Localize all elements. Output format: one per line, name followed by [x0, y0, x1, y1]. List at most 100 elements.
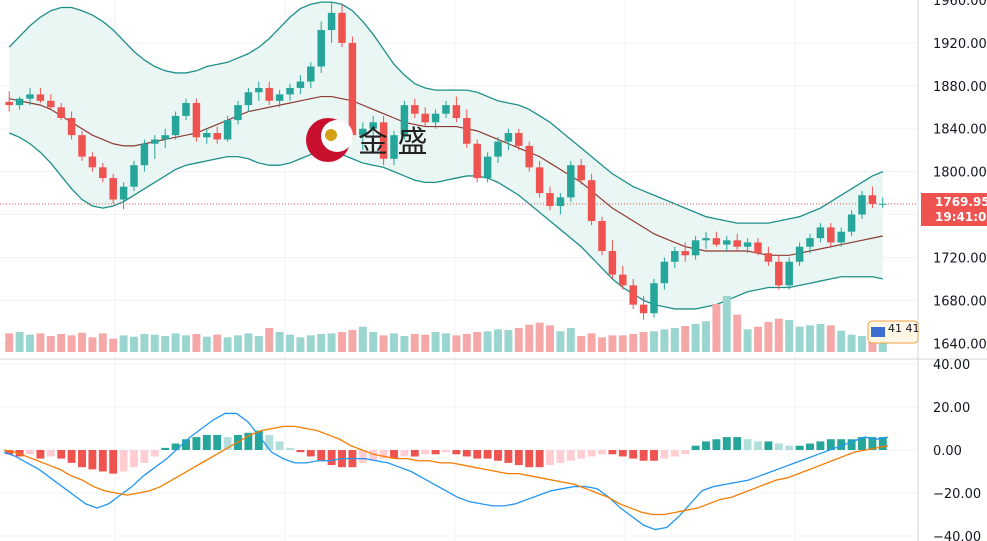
volume-bar: [36, 333, 45, 352]
macd-hist-bar: [774, 443, 783, 450]
candle-body: [47, 100, 55, 108]
volume-bar: [837, 330, 846, 352]
macd-hist-bar: [140, 450, 149, 463]
candle-body: [733, 240, 741, 247]
logo-crescent: [321, 120, 353, 152]
volume-bar: [57, 334, 66, 352]
volume-bar: [473, 332, 482, 352]
volume-bar: [598, 337, 606, 352]
macd-hist-bar: [275, 441, 284, 450]
macd-hist-bar: [837, 439, 846, 450]
macd-hist-bar: [327, 450, 336, 466]
volume-bar: [712, 304, 721, 352]
volume-badge-text: 41 41: [888, 322, 920, 335]
logo-text: 金 盛: [358, 125, 428, 160]
candle-body: [213, 133, 221, 140]
volume-bar: [338, 332, 346, 352]
macd-hist-bar: [26, 450, 34, 455]
macd-hist-bar: [494, 450, 502, 461]
volume-bar: [109, 338, 118, 352]
candle-body: [15, 98, 24, 106]
candle-body: [36, 94, 45, 101]
candle-body: [151, 139, 159, 144]
macd-hist-bar: [598, 450, 606, 455]
macd-hist-bar: [410, 450, 419, 457]
volume-bar: [618, 335, 627, 352]
candle-body: [431, 113, 440, 123]
candle-body: [847, 214, 856, 232]
volume-bar: [358, 326, 367, 352]
price-axis: 1960.00 1920.00 1880.00 1840.00 1800.00 1720.…: [933, 0, 987, 541]
volume-bar: [670, 328, 679, 352]
volume-bar: [504, 330, 513, 352]
volume-bar: [546, 325, 554, 352]
candle-body: [442, 105, 450, 114]
candle-body: [109, 178, 117, 200]
macd-hist-bar: [36, 450, 45, 459]
volume-bar: [785, 320, 794, 352]
volume-bar: [98, 333, 107, 352]
volume-bar: [639, 332, 648, 352]
macd-hist-bar: [213, 434, 222, 450]
volume-bar: [806, 325, 814, 352]
candle-body: [816, 227, 825, 239]
candle-body: [275, 94, 284, 101]
volume-bar: [286, 334, 294, 352]
macd-hist-bar: [223, 437, 232, 450]
volume-bar: [410, 334, 419, 352]
macd-hist-bar: [702, 441, 710, 450]
price-tick-label: 1640.00: [933, 337, 987, 352]
volume-bar: [587, 333, 596, 352]
macd-hist-bar: [858, 437, 866, 450]
macd-hist-bar: [254, 430, 263, 450]
candle-body: [868, 195, 877, 204]
volume-bar: [660, 329, 669, 352]
volume-bar: [754, 326, 762, 352]
volume-bar: [379, 335, 388, 352]
candle-body: [244, 92, 253, 106]
macd-tick-label: 0.00: [933, 444, 962, 459]
band-upper-line: [8, 1, 884, 224]
macd-hist-bar: [317, 450, 326, 461]
macd-hist-bar: [369, 450, 378, 461]
macd-hist-bar: [764, 441, 773, 450]
volume-bar: [442, 333, 450, 352]
candle-body: [390, 135, 398, 159]
candle-body: [463, 118, 471, 144]
candle-body: [171, 115, 180, 136]
macd-hist-bar: [421, 450, 430, 455]
volume-bar: [140, 334, 149, 352]
macd-hist-bar: [670, 450, 679, 457]
candle-body: [421, 113, 429, 123]
signal-line: [3, 425, 889, 516]
volume-bar: [452, 335, 461, 352]
candle-body: [546, 193, 554, 206]
macd-hist-bar: [650, 450, 658, 461]
volume-bar: [462, 334, 471, 352]
volume-bar: [306, 335, 315, 352]
candle-body: [5, 101, 13, 106]
volume-bar: [566, 328, 575, 352]
candles: [5, 2, 887, 320]
macd-hist-bar: [806, 443, 814, 450]
macd-tick-label: 20.00: [933, 401, 970, 416]
candle-body: [504, 133, 513, 142]
macd-hist-bar: [119, 450, 128, 472]
macd-hist-bar: [639, 450, 648, 461]
macd-hist-bar: [431, 450, 440, 455]
candle-body: [795, 246, 804, 262]
macd-hist-bar: [504, 450, 513, 463]
macd-hist-bar: [88, 450, 97, 470]
macd-hist-bar: [161, 447, 170, 450]
candle-body: [837, 231, 845, 243]
candle-body: [140, 143, 149, 166]
macd-hist-bar: [847, 439, 856, 450]
volume-bar: [5, 333, 14, 352]
macd-hist-bar: [733, 437, 742, 450]
macd-hist-bar: [722, 437, 731, 450]
candle-body: [515, 133, 523, 146]
candle-body: [587, 180, 596, 221]
candle-body: [629, 285, 637, 305]
macd-hist-bar: [202, 434, 211, 450]
candle-body: [26, 94, 34, 99]
